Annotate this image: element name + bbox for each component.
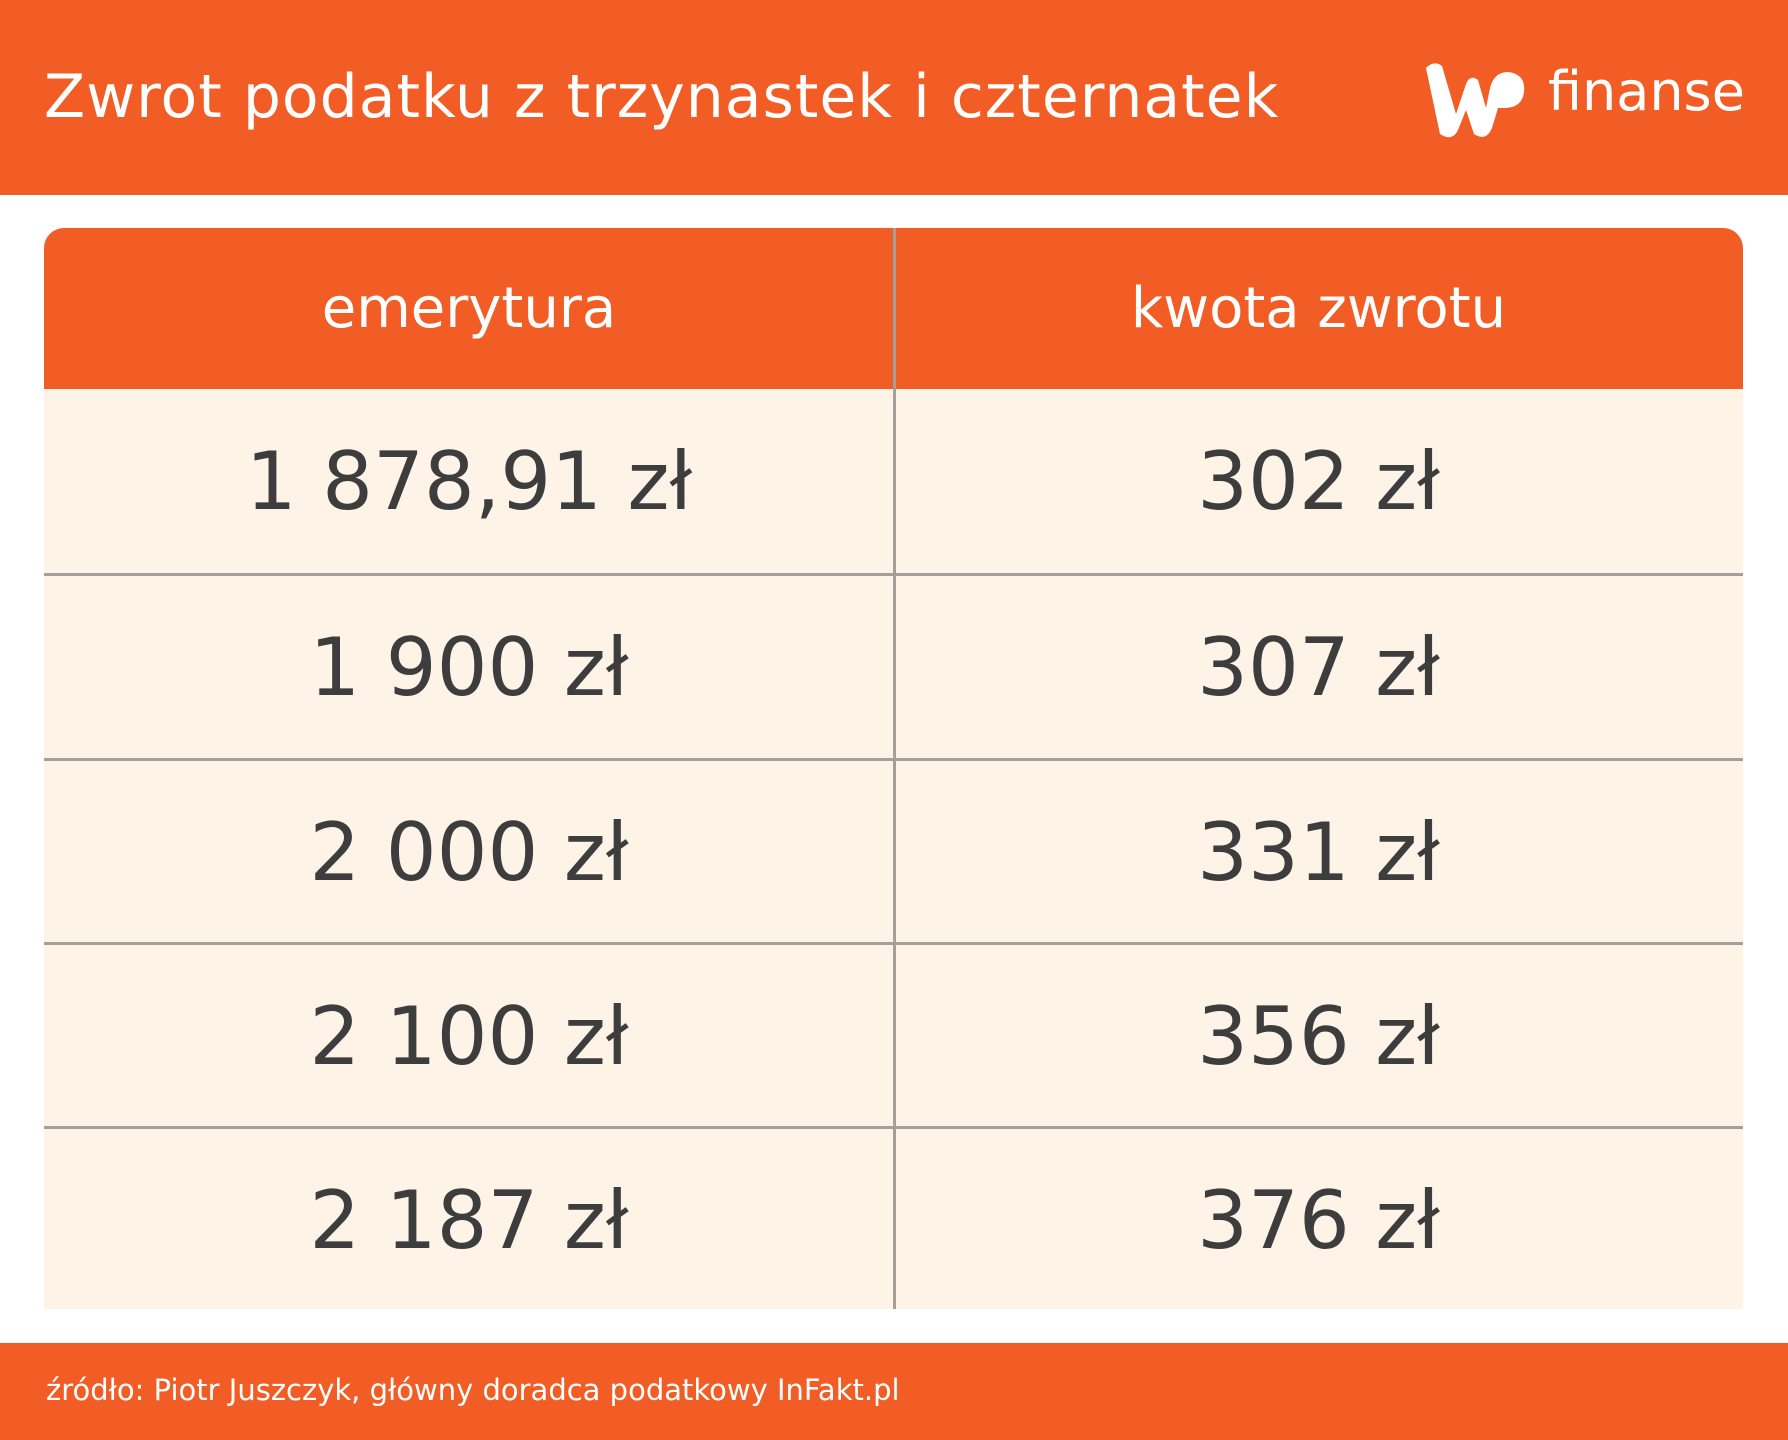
table-row: 1 878,91 zł 302 zł bbox=[44, 389, 1743, 574]
pension-cell: 1 878,91 zł bbox=[245, 435, 693, 528]
table-row: 2 100 zł 356 zł bbox=[44, 942, 1743, 1127]
refund-cell: 356 zł bbox=[1197, 989, 1440, 1083]
column-divider bbox=[893, 228, 896, 1309]
refund-cell: 331 zł bbox=[1197, 805, 1440, 899]
pension-cell: 2 100 zł bbox=[309, 989, 629, 1083]
page-title: Zwrot podatku z trzynastek i czternatek bbox=[44, 62, 1280, 132]
refund-cell: 302 zł bbox=[1197, 435, 1440, 528]
column-header-pension: emerytura bbox=[321, 276, 617, 341]
footer-bar: źródło: Piotr Juszczyk, główny doradca p… bbox=[0, 1343, 1788, 1440]
pension-cell: 2 000 zł bbox=[309, 805, 629, 899]
pension-cell: 2 187 zł bbox=[309, 1173, 629, 1267]
pension-cell: 1 900 zł bbox=[309, 620, 629, 714]
refund-cell: 307 zł bbox=[1197, 620, 1440, 714]
logo-text: finanse bbox=[1548, 59, 1745, 123]
wp-finanse-logo: finanse bbox=[1420, 58, 1745, 142]
refund-cell: 376 zł bbox=[1197, 1173, 1440, 1267]
column-header-refund: kwota zwrotu bbox=[1130, 276, 1507, 341]
header-bar: Zwrot podatku z trzynastek i czternatek … bbox=[0, 0, 1788, 195]
wp-logo-icon bbox=[1426, 63, 1525, 138]
source-note: źródło: Piotr Juszczyk, główny doradca p… bbox=[46, 1373, 900, 1407]
refund-table: emerytura kwota zwrotu 1 878,91 zł 302 z… bbox=[44, 228, 1743, 1309]
table-row: 2 187 zł 376 zł bbox=[44, 1126, 1743, 1309]
